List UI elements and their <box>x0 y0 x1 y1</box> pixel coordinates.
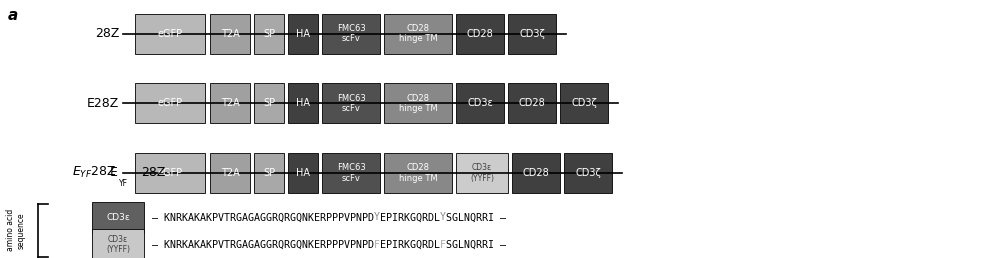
FancyBboxPatch shape <box>135 13 205 54</box>
Text: eGFP: eGFP <box>157 98 183 108</box>
Text: EPIRKGQRDL: EPIRKGQRDL <box>380 212 440 222</box>
Text: Y: Y <box>374 212 380 222</box>
FancyBboxPatch shape <box>288 83 318 123</box>
Text: CD3ζ: CD3ζ <box>519 29 545 38</box>
Text: — KNRKAKAKPVTRGAGAGGRQRGQNKERPPPVPNPDFEPIRKGQRDLFSGLNQRRI —: — KNRKAKAKPVTRGAGAGGRQRGQNKERPPPVPNPDFEP… <box>152 240 506 249</box>
Text: SP: SP <box>263 29 275 38</box>
FancyBboxPatch shape <box>322 13 380 54</box>
Text: CD28: CD28 <box>523 168 549 178</box>
Text: CD28
hinge TM: CD28 hinge TM <box>399 93 437 113</box>
Text: CD3ζ: CD3ζ <box>571 98 597 108</box>
Text: E28Z: E28Z <box>87 97 119 110</box>
Text: $E_{YF}$28Z: $E_{YF}$28Z <box>72 165 117 180</box>
FancyBboxPatch shape <box>92 202 144 233</box>
Text: HA: HA <box>296 98 310 108</box>
Text: FMC63
scFv: FMC63 scFv <box>337 93 365 113</box>
Text: a: a <box>8 8 18 23</box>
FancyBboxPatch shape <box>254 83 284 123</box>
FancyBboxPatch shape <box>508 83 556 123</box>
Text: eGFP: eGFP <box>157 168 183 178</box>
FancyBboxPatch shape <box>512 153 560 193</box>
Text: FMC63
scFv: FMC63 scFv <box>337 24 365 43</box>
Text: CD3ε: CD3ε <box>467 98 493 108</box>
Text: T2A: T2A <box>221 29 239 38</box>
FancyBboxPatch shape <box>210 153 250 193</box>
FancyBboxPatch shape <box>288 13 318 54</box>
Text: SP: SP <box>263 98 275 108</box>
FancyBboxPatch shape <box>210 13 250 54</box>
Text: SGLNQRRI —: SGLNQRRI — <box>446 240 506 249</box>
Text: SP: SP <box>263 168 275 178</box>
FancyBboxPatch shape <box>322 153 380 193</box>
Text: FMC63
scFv: FMC63 scFv <box>337 163 365 183</box>
Text: CD28: CD28 <box>467 29 493 38</box>
FancyBboxPatch shape <box>456 13 504 54</box>
FancyBboxPatch shape <box>508 13 556 54</box>
Text: EPIRKGQRDL: EPIRKGQRDL <box>380 240 440 249</box>
FancyBboxPatch shape <box>254 13 284 54</box>
Text: F: F <box>374 240 380 249</box>
Text: HA: HA <box>296 168 310 178</box>
Text: T2A: T2A <box>221 168 239 178</box>
FancyBboxPatch shape <box>384 153 452 193</box>
FancyBboxPatch shape <box>456 83 504 123</box>
Text: amino acid
sequence: amino acid sequence <box>6 209 26 251</box>
Text: 28Z: 28Z <box>141 166 165 179</box>
Text: CD28
hinge TM: CD28 hinge TM <box>399 24 437 43</box>
FancyBboxPatch shape <box>135 83 205 123</box>
Text: Y: Y <box>440 212 446 222</box>
Text: F: F <box>440 240 446 249</box>
Text: CD3ε
(YYFF): CD3ε (YYFF) <box>106 235 130 254</box>
Text: CD28: CD28 <box>519 98 545 108</box>
FancyBboxPatch shape <box>135 153 205 193</box>
Text: HA: HA <box>296 29 310 38</box>
Text: — KNRKAKAKPVTRGAGAGGRQRGQNKERPPPVPNPD: — KNRKAKAKPVTRGAGAGGRQRGQNKERPPPVPNPD <box>152 212 374 222</box>
Text: CD28
hinge TM: CD28 hinge TM <box>399 163 437 183</box>
Text: E: E <box>110 166 118 179</box>
Text: — KNRKAKAKPVTRGAGAGGRQRGQNKERPPPVPNPDYEPIRKGQRDLYSGLNQRRI —: — KNRKAKAKPVTRGAGAGGRQRGQNKERPPPVPNPDYEP… <box>152 212 506 222</box>
FancyBboxPatch shape <box>92 229 144 258</box>
Text: 28Z: 28Z <box>95 27 119 40</box>
FancyBboxPatch shape <box>564 153 612 193</box>
FancyBboxPatch shape <box>560 83 608 123</box>
Text: — KNRKAKAKPVTRGAGAGGRQRGQNKERPPPVPNPD: — KNRKAKAKPVTRGAGAGGRQRGQNKERPPPVPNPD <box>152 240 374 249</box>
FancyBboxPatch shape <box>456 153 508 193</box>
FancyBboxPatch shape <box>210 83 250 123</box>
Text: SGLNQRRI —: SGLNQRRI — <box>446 212 506 222</box>
Text: CD3ε
(YYFF): CD3ε (YYFF) <box>470 163 494 183</box>
FancyBboxPatch shape <box>288 153 318 193</box>
Text: CD3ε: CD3ε <box>106 213 130 222</box>
Text: YF: YF <box>119 179 128 188</box>
Text: eGFP: eGFP <box>157 29 183 38</box>
FancyBboxPatch shape <box>322 83 380 123</box>
Text: CD3ζ: CD3ζ <box>575 168 601 178</box>
Text: T2A: T2A <box>221 98 239 108</box>
FancyBboxPatch shape <box>254 153 284 193</box>
FancyBboxPatch shape <box>384 83 452 123</box>
FancyBboxPatch shape <box>384 13 452 54</box>
